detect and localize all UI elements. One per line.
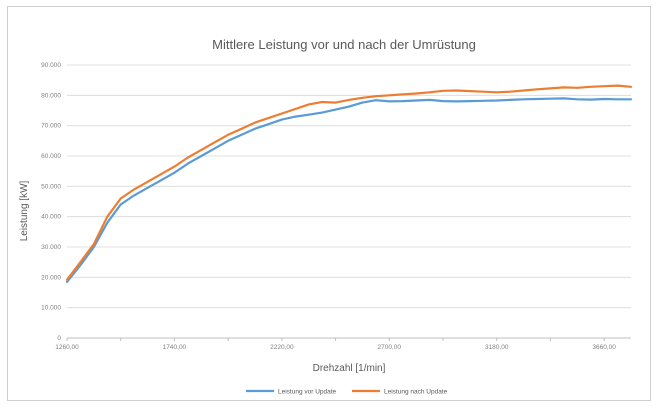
y-tick-label: 60.000 [41,153,61,160]
series-lines [65,84,633,283]
y-tick-label: 40.000 [41,214,61,221]
line-chart: Mittlere Leistung vor und nach der Umrüs… [19,37,633,395]
chart-title: Mittlere Leistung vor und nach der Umrüs… [212,37,476,52]
series-line-nach-update [65,84,633,281]
y-tick-label: 30.000 [41,244,61,251]
y-tick-label: 0 [57,335,61,342]
x-tick-label: 1260,00 [55,344,79,351]
y-axis-ticks: 0 10.000 20.000 30.000 40.000 50.000 60.000 70.… [41,62,61,342]
gridlines [67,64,631,309]
x-tick-label: 3660,00 [592,344,616,351]
x-tick-label: 1740,00 [163,344,187,351]
y-tick-label: 70.000 [41,123,61,130]
series-line-vor-update [65,97,633,283]
y-tick-label: 90.000 [41,62,61,69]
chart-frame: Mittlere Leistung vor und nach der Umrüs… [7,6,651,401]
y-tick-label: 20.000 [41,274,61,281]
legend: Leistung vor Update Leistung nach Update [246,388,448,395]
x-tick-label: 2220,00 [270,344,294,351]
y-tick-label: 80.000 [41,92,61,99]
y-axis-title: Leistung [kW] [19,180,30,241]
y-tick-label: 50.000 [41,183,61,190]
legend-label: Leistung vor Update [278,388,337,395]
x-tick-label: 2700,00 [378,344,402,351]
legend-label: Leistung nach Update [384,388,448,395]
y-tick-label: 10.000 [41,305,61,312]
x-axis-title: Drehzahl [1/min] [313,363,386,374]
x-tick-label: 3180,00 [485,344,509,351]
x-axis-ticks: 1260,00 1740,00 2220,00 2700,00 3180,00 3660,… [55,338,616,351]
